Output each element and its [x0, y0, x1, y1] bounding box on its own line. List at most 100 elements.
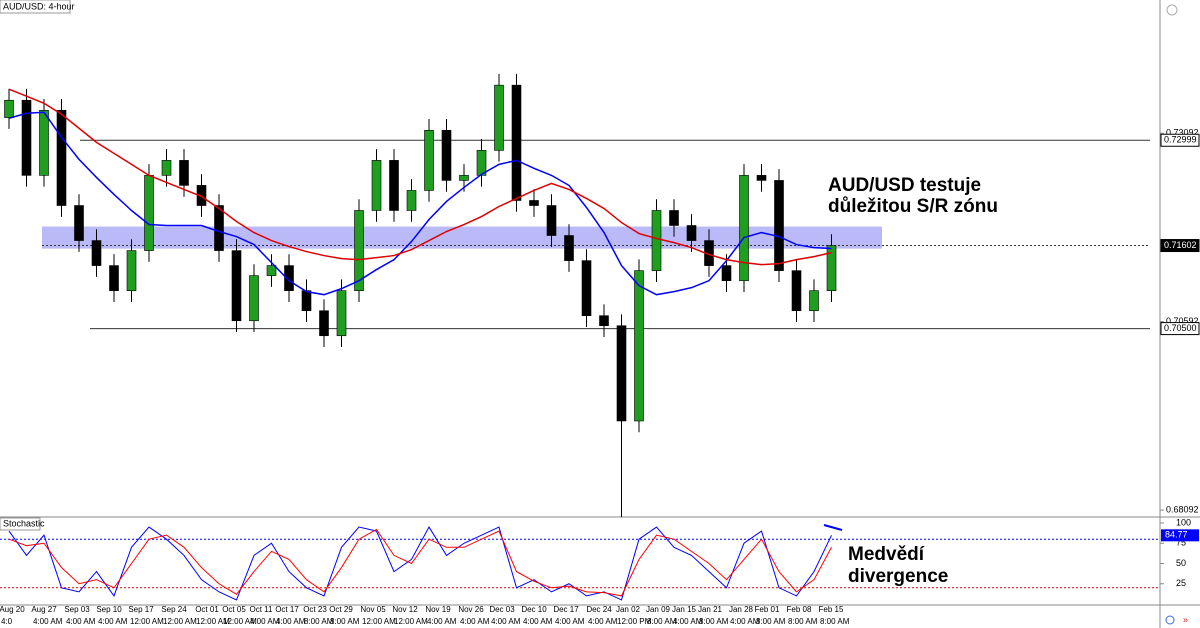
candle-body [406, 190, 417, 211]
candle-body [651, 210, 662, 271]
candle-body [249, 275, 259, 322]
candle-body [91, 240, 102, 266]
x-tick-sublabel: 8:00 AM [756, 617, 786, 626]
x-tick-sublabel: 8:00 AM [788, 617, 818, 626]
candle-body [546, 205, 557, 236]
x-tick-sublabel: 4:00 AM [427, 617, 457, 626]
annotation: důležitou S/R zónu [828, 196, 998, 217]
x-tick-sublabel: 4:00 AM [491, 617, 521, 626]
y-tick-label: 0.73092 [1166, 128, 1199, 138]
x-tick-sublabel: 4:0 [1, 617, 13, 626]
x-tick-sublabel: 4:00 AM [730, 617, 760, 626]
candle-body [284, 265, 294, 291]
indicator-title: Stochastic [3, 518, 45, 528]
moving-average [8, 88, 832, 266]
candle-body [669, 210, 679, 226]
x-tick-label: Jan 15 [672, 605, 697, 614]
x-tick-label: Aug 27 [31, 605, 57, 614]
x-tick-label: Dec 10 [521, 605, 547, 614]
x-tick-label: Dec 17 [553, 605, 579, 614]
x-tick-sublabel: 4:00 AM [523, 617, 553, 626]
candle-body [564, 235, 574, 261]
candle-body [424, 130, 434, 191]
x-tick-sublabel: 12:00 AM [362, 617, 396, 626]
candle-body [56, 109, 67, 206]
x-tick-sublabel: 8:00 AM [647, 617, 677, 626]
x-tick-label: Nov 12 [392, 605, 418, 614]
x-tick-label: Feb 01 [755, 605, 780, 614]
candle-body [389, 160, 399, 211]
candle-body [529, 200, 539, 206]
candle-body [826, 245, 837, 291]
icon[interactable] [1166, 4, 1178, 16]
x-tick-label: Oct 29 [329, 605, 353, 614]
annotation: divergence [848, 566, 948, 587]
candle-body [336, 290, 347, 337]
price-tag [1160, 239, 1200, 253]
candle-body [319, 310, 329, 337]
x-tick-label: Feb 08 [787, 605, 812, 614]
candle-body [739, 175, 749, 281]
x-tick-sublabel: 4:00 AM [588, 617, 618, 626]
x-tick-sublabel: 4:00 AM [673, 617, 703, 626]
annotation: Medvědí [848, 544, 925, 565]
price-tag [1160, 133, 1200, 147]
x-tick-label: Feb 15 [819, 605, 844, 614]
x-tick-sublabel: 4:00 AM [98, 617, 128, 626]
candle-body [161, 160, 172, 176]
x-tick-label: Sep 10 [96, 605, 122, 614]
candle-body [581, 260, 592, 317]
x-tick-sublabel: 12:00 AM [163, 617, 197, 626]
candle-body [231, 250, 242, 322]
x-tick-sublabel: 12:00 AM [196, 617, 230, 626]
x-tick-label: Jan 21 [698, 605, 723, 614]
candle-body [476, 150, 487, 176]
x-tick-sublabel: 12:00 AM [130, 617, 164, 626]
icon[interactable] [1165, 615, 1175, 625]
price-tag-label: 0.70500 [1164, 323, 1197, 333]
x-tick-sublabel: 8:00 AM [330, 617, 360, 626]
x-tick-sublabel: 4:00 AM [555, 617, 585, 626]
x-tick-sublabel: 4:00 AM [460, 617, 490, 626]
annotation: AUD/USD testuje [828, 175, 981, 196]
x-tick-sublabel: 4:00 AM [33, 617, 63, 626]
x-tick-label: Dec 03 [489, 605, 515, 614]
x-tick-sublabel: 4:00 AM [66, 617, 96, 626]
y-tick-label: 75 [1176, 538, 1186, 548]
icon[interactable]: » [1183, 614, 1188, 624]
x-tick-label: Jan 28 [729, 605, 754, 614]
x-tick-label: Oct 11 [250, 605, 274, 614]
price-tag-label: 0.72999 [1164, 135, 1197, 145]
candle-body [616, 325, 627, 422]
candle-body [126, 250, 137, 291]
x-tick-label: Oct 01 [195, 605, 219, 614]
candle-body [109, 265, 119, 291]
y-tick-label: 25 [1176, 578, 1186, 588]
y-tick-label: 0.68092 [1166, 504, 1199, 514]
x-tick-label: Oct 17 [275, 605, 299, 614]
x-tick-sublabel: 12:00 AM [223, 617, 257, 626]
candle-body [179, 160, 189, 186]
x-tick-sublabel: 4:00 AM [276, 617, 306, 626]
candle-body [511, 84, 522, 201]
candle-body [791, 270, 802, 312]
moving-average [8, 111, 832, 296]
candle-body [756, 175, 767, 181]
price-tag-label: 0.71602 [1164, 240, 1197, 250]
chart-title: AUD/USD: 4-hour [3, 1, 75, 11]
candle-body [494, 84, 504, 151]
x-tick-label: Oct 23 [303, 605, 327, 614]
candle-body [4, 99, 14, 118]
candle-body [354, 210, 364, 291]
candle-body [39, 109, 49, 176]
x-tick-label: Dec 24 [586, 605, 612, 614]
x-tick-label: Jan 09 [646, 605, 671, 614]
x-tick-label: Sep 17 [128, 605, 154, 614]
x-tick-sublabel: 8:00 AM [820, 617, 850, 626]
candle-body [214, 205, 224, 251]
x-tick-label: Sep 03 [64, 605, 90, 614]
candle-body [301, 290, 312, 312]
y-tick-label: 0.70592 [1166, 316, 1199, 326]
